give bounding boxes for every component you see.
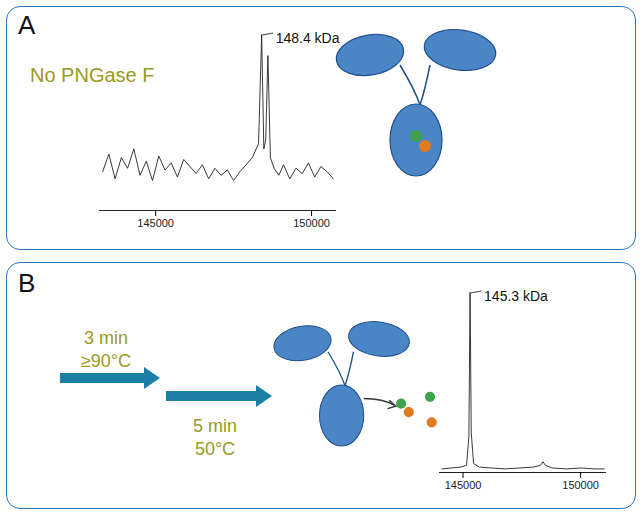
- svg-text:148.4 kDa: 148.4 kDa: [276, 30, 340, 46]
- html-text:No PNGase F: No PNGase F: [30, 64, 155, 86]
- svg-text:145000: 145000: [137, 217, 174, 229]
- html-text:A: A: [18, 10, 36, 40]
- svg-text:150000: 150000: [293, 217, 330, 229]
- svg-text:145000: 145000: [445, 479, 482, 491]
- svg-text:150000: 150000: [562, 479, 599, 491]
- html-text:5 min: 5 min: [193, 416, 237, 436]
- html-text:B: B: [18, 268, 36, 298]
- svg-text:145.3 kDa: 145.3 kDa: [484, 288, 548, 304]
- html-text:3 min: 3 min: [84, 328, 128, 348]
- html-text:50°C: 50°C: [194, 439, 236, 459]
- html-text:≥90°C: ≥90°C: [80, 351, 131, 371]
